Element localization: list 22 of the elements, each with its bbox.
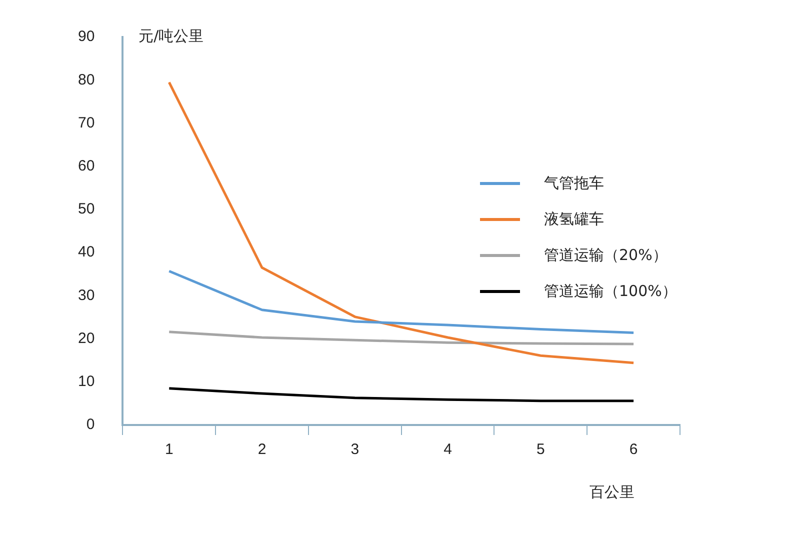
y-tick-label: 20: [78, 330, 95, 347]
legend-label: 气管拖车: [544, 174, 604, 192]
legend-label: 管道运输（100%）: [544, 282, 677, 300]
legend-label: 液氢罐车: [544, 210, 604, 228]
y-axis-title: 元/吨公里: [138, 26, 204, 45]
y-tick-label: 70: [78, 114, 95, 132]
x-tick-label: 5: [536, 441, 545, 458]
x-tick-label: 4: [444, 441, 452, 458]
x-tick-label: 3: [350, 441, 360, 458]
x-tick-label: 6: [629, 441, 638, 458]
x-axis-title: 百公里: [590, 482, 634, 501]
y-tick-label: 0: [86, 416, 95, 434]
y-tick-label: 80: [78, 71, 95, 88]
x-tick-label: 2: [258, 441, 266, 458]
x-tick-label: 1: [164, 441, 174, 458]
y-tick-label: 60: [78, 157, 95, 174]
y-tick-label: 30: [78, 286, 95, 304]
y-tick-label: 10: [78, 373, 95, 390]
y-tick-label: 50: [78, 200, 95, 218]
legend-label: 管道运输（20%）: [544, 246, 668, 264]
y-tick-label: 90: [78, 28, 95, 46]
y-tick-label: 40: [78, 244, 95, 261]
